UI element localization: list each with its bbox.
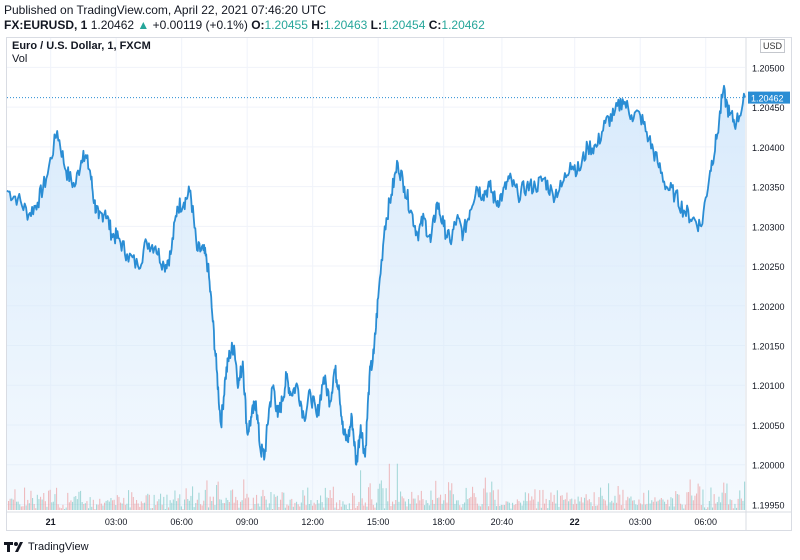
x-tick-label: 06:00 <box>694 517 717 527</box>
y-tick-label: 1.20500 <box>752 63 785 73</box>
y-tick-label: 1.20000 <box>752 461 785 471</box>
legend-title: Euro / U.S. Dollar, 1, FXCM <box>12 40 151 52</box>
y-tick-label: 1.20450 <box>752 103 785 113</box>
change-arrow-icon: ▲ <box>137 18 150 32</box>
price-axis[interactable]: 1.20500 1.20450 1.20400 1.20350 1.20300 1.202… <box>752 63 785 510</box>
price-tag-bg <box>748 91 790 104</box>
y-tick-label: 1.20100 <box>752 381 785 391</box>
x-tick-label: 15:00 <box>367 517 390 527</box>
price-area-fill <box>7 85 745 511</box>
y-tick-label: 1.19950 <box>752 500 785 510</box>
legend-vol: Vol <box>12 53 28 65</box>
open-label: O: <box>251 18 265 32</box>
last-price-tag: 1.20462 <box>748 91 790 104</box>
y-tick-label: 1.20250 <box>752 262 785 272</box>
price-tag-label: 1.20462 <box>751 94 784 104</box>
price-line <box>6 84 746 466</box>
x-tick-label: 21 <box>46 517 56 527</box>
chart-header: Published on TradingView.com, April 22, … <box>0 0 800 37</box>
open-value: 1.20455 <box>264 18 308 32</box>
x-tick-label: 22 <box>570 517 580 527</box>
symbol-label: FX:EURUSD, 1 <box>4 18 88 32</box>
high-label: H: <box>311 18 324 32</box>
footer-brand: TradingView <box>28 541 89 553</box>
x-tick-label: 09:00 <box>236 517 259 527</box>
x-tick-label: 03:00 <box>105 517 128 527</box>
chart-frame[interactable] <box>6 37 792 531</box>
x-tick-label: 06:00 <box>170 517 193 527</box>
time-axis[interactable]: 21 03:00 06:00 09:00 12:00 15:00 18:00 20:40 22 0… <box>46 517 717 527</box>
x-tick-label: 20:40 <box>491 517 514 527</box>
currency-button[interactable]: USD <box>760 39 785 53</box>
ohlc-line: FX:EURUSD, 1 1.20462 ▲ +0.00119 (+0.1%) … <box>4 17 485 33</box>
footer: TradingView <box>4 537 89 557</box>
published-note: Published on TradingView.com, April 22, … <box>4 3 326 17</box>
low-label: L: <box>370 18 382 32</box>
x-tick-label: 12:00 <box>301 517 324 527</box>
x-tick-label: 18:00 <box>432 517 455 527</box>
y-tick-label: 1.20400 <box>752 143 785 153</box>
y-tick-label: 1.20150 <box>752 342 785 352</box>
chart-legend: Euro / U.S. Dollar, 1, FXCM Vol <box>12 40 151 66</box>
y-tick-label: 1.20050 <box>752 421 785 431</box>
low-value: 1.20454 <box>382 18 426 32</box>
tradingview-logo-icon <box>4 542 23 552</box>
last-price: 1.20462 <box>90 18 135 32</box>
y-tick-label: 1.20300 <box>752 222 785 232</box>
x-tick-label: 03:00 <box>629 517 652 527</box>
high-value: 1.20463 <box>323 18 368 32</box>
y-tick-label: 1.20350 <box>752 183 785 193</box>
close-value: 1.20462 <box>441 18 485 32</box>
close-label: C: <box>428 18 442 32</box>
y-tick-label: 1.20200 <box>752 302 785 312</box>
price-change: +0.00119 (+0.1%) <box>152 18 248 32</box>
